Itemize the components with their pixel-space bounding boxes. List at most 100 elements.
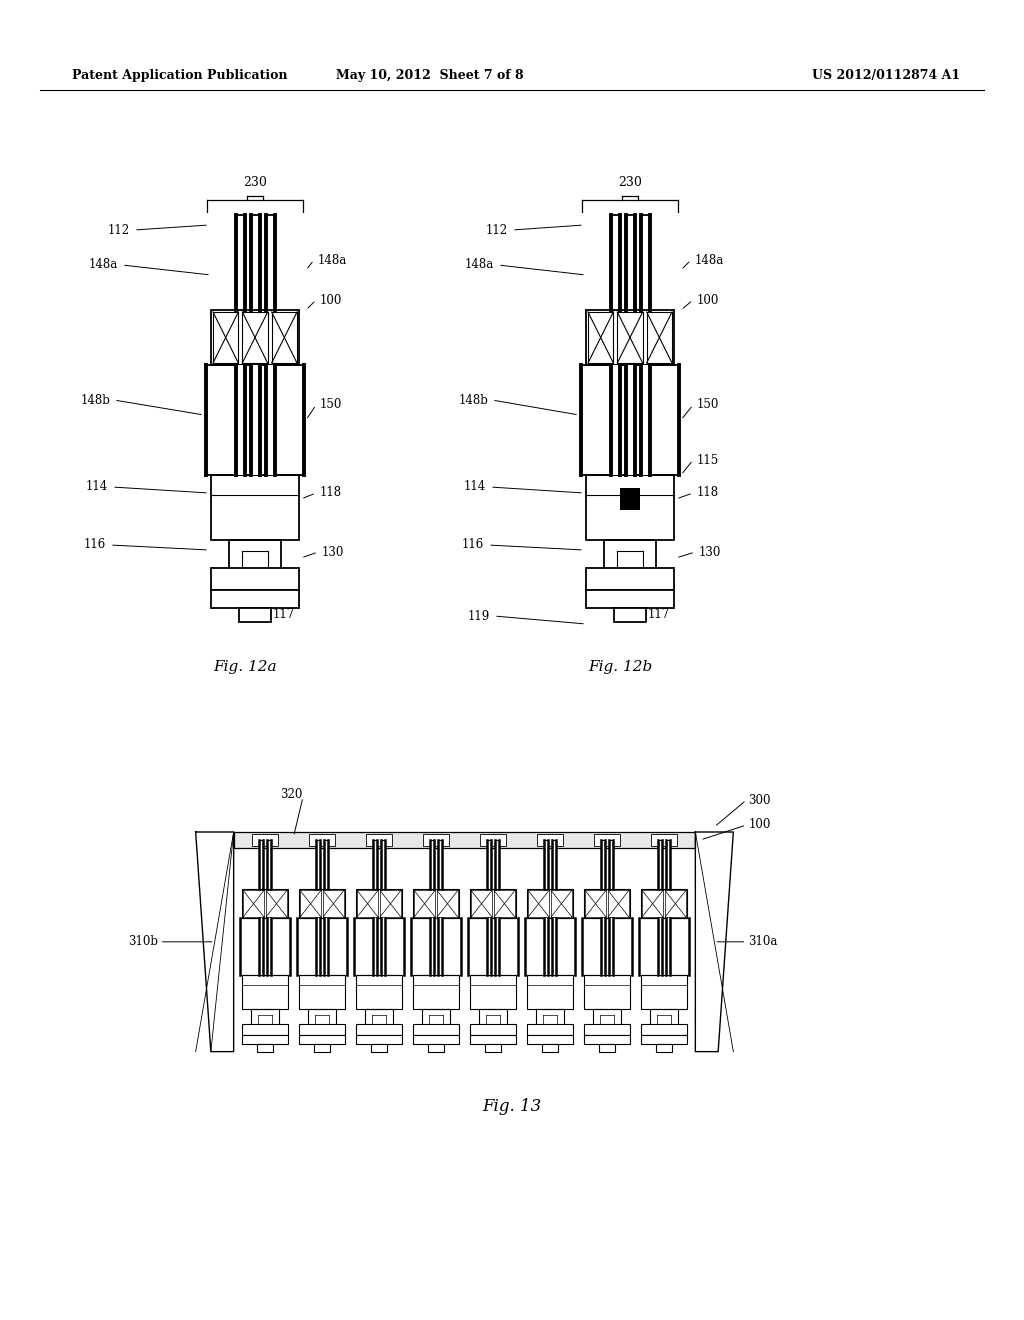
Bar xyxy=(428,1044,444,1052)
Bar xyxy=(430,840,434,890)
Bar xyxy=(626,366,635,475)
Bar xyxy=(626,215,635,310)
Text: 230: 230 xyxy=(618,176,642,189)
Bar xyxy=(584,890,630,917)
Text: Patent Application Publication: Patent Application Publication xyxy=(72,69,288,82)
Text: May 10, 2012  Sheet 7 of 8: May 10, 2012 Sheet 7 of 8 xyxy=(336,69,524,82)
Text: 118: 118 xyxy=(697,487,719,499)
Text: 150: 150 xyxy=(319,399,342,412)
Bar xyxy=(211,568,299,590)
Bar xyxy=(299,1023,345,1035)
Bar xyxy=(651,834,677,846)
Text: 116: 116 xyxy=(462,539,484,552)
Bar xyxy=(614,609,646,622)
Bar xyxy=(666,917,671,975)
Bar xyxy=(527,1023,572,1035)
Text: 148b: 148b xyxy=(458,393,488,407)
Text: 100: 100 xyxy=(319,293,342,306)
Text: 148a: 148a xyxy=(695,253,724,267)
Text: 115: 115 xyxy=(697,454,719,466)
Bar xyxy=(657,917,663,975)
Text: 114: 114 xyxy=(464,480,486,494)
Bar xyxy=(211,475,299,540)
Bar xyxy=(371,1044,387,1052)
Bar xyxy=(236,366,245,475)
Text: 118: 118 xyxy=(319,487,342,499)
Bar xyxy=(657,840,663,890)
Bar xyxy=(356,975,401,1008)
Bar xyxy=(584,1023,630,1035)
Bar xyxy=(251,215,259,310)
Text: 230: 230 xyxy=(243,176,267,189)
Bar xyxy=(586,590,674,609)
Bar xyxy=(430,917,434,975)
Bar xyxy=(437,917,442,975)
Bar xyxy=(251,366,259,475)
Bar xyxy=(552,917,556,975)
Bar xyxy=(608,840,613,890)
Bar xyxy=(266,840,271,890)
Bar xyxy=(610,215,620,310)
Bar xyxy=(527,975,572,1008)
Bar xyxy=(601,840,605,890)
Text: Fig. 12b: Fig. 12b xyxy=(588,660,652,675)
Bar xyxy=(470,1023,516,1035)
Text: Fig. 12a: Fig. 12a xyxy=(213,660,276,675)
Bar xyxy=(544,840,549,890)
Bar xyxy=(608,917,613,975)
Bar xyxy=(527,890,572,917)
Bar xyxy=(266,917,271,975)
Bar xyxy=(437,840,442,890)
Bar xyxy=(552,840,556,890)
Text: 148a: 148a xyxy=(465,259,494,272)
Bar xyxy=(544,917,549,975)
Bar xyxy=(257,1044,273,1052)
Bar xyxy=(373,840,378,890)
Bar xyxy=(470,975,516,1008)
Bar xyxy=(211,590,299,609)
Bar xyxy=(610,366,620,475)
Bar xyxy=(381,840,385,890)
Bar xyxy=(538,834,563,846)
Bar xyxy=(252,834,278,846)
Bar xyxy=(313,1044,331,1052)
Bar xyxy=(239,609,271,622)
Bar xyxy=(480,834,506,846)
Text: US 2012/0112874 A1: US 2012/0112874 A1 xyxy=(812,69,961,82)
Bar xyxy=(242,975,288,1008)
Bar xyxy=(381,917,385,975)
Bar xyxy=(236,215,245,310)
Bar xyxy=(233,832,695,847)
Bar xyxy=(486,840,492,890)
Bar xyxy=(324,917,329,975)
Text: 300: 300 xyxy=(749,793,771,807)
Text: 117: 117 xyxy=(273,607,295,620)
Bar xyxy=(601,917,605,975)
Text: 310a: 310a xyxy=(749,936,777,948)
Bar xyxy=(584,975,630,1008)
Bar xyxy=(265,215,274,310)
Bar xyxy=(527,1035,572,1044)
Bar xyxy=(640,215,649,310)
Bar xyxy=(356,1023,401,1035)
Text: Fig. 13: Fig. 13 xyxy=(482,1098,542,1115)
Bar xyxy=(641,975,687,1008)
Bar xyxy=(299,890,345,917)
Bar xyxy=(666,840,671,890)
Bar xyxy=(309,834,335,846)
Bar xyxy=(242,1035,288,1044)
Bar xyxy=(265,366,274,475)
Bar xyxy=(413,1035,459,1044)
Bar xyxy=(640,366,649,475)
Text: 148a: 148a xyxy=(89,259,118,272)
Bar xyxy=(259,840,263,890)
Bar xyxy=(495,840,500,890)
Bar xyxy=(470,1035,516,1044)
Bar xyxy=(413,1023,459,1035)
Bar xyxy=(324,840,329,890)
Bar xyxy=(367,834,392,846)
Text: 150: 150 xyxy=(697,399,720,412)
Bar xyxy=(413,975,459,1008)
Text: 114: 114 xyxy=(86,480,108,494)
Bar xyxy=(655,1044,673,1052)
